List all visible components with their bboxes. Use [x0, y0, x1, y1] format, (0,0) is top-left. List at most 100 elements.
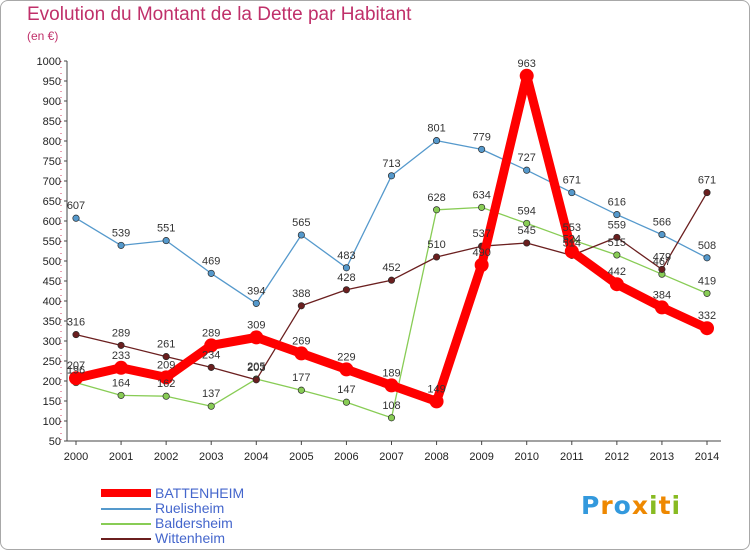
y-tick-label: 1000	[37, 56, 61, 68]
data-label-wittenheim: 234	[202, 349, 220, 361]
data-point-baldersheim	[613, 251, 621, 259]
x-tick-label: 2003	[199, 451, 223, 463]
data-label-wittenheim: 261	[157, 339, 175, 351]
y-tick-label: 200	[43, 376, 61, 388]
unit-label: (en €)	[27, 29, 59, 43]
data-point-wittenheim	[613, 233, 621, 241]
data-label-ruelisheim: 469	[202, 255, 220, 267]
data-label-wittenheim: 671	[698, 175, 716, 187]
data-point-wittenheim	[72, 331, 80, 339]
data-label-battenheim: 229	[337, 351, 355, 363]
data-label-wittenheim: 428	[337, 272, 355, 284]
x-tick-label: 2011	[560, 451, 584, 463]
data-label-baldersheim: 515	[608, 237, 626, 249]
data-point-baldersheim	[703, 289, 711, 297]
data-label-wittenheim: 452	[382, 262, 400, 274]
data-label-wittenheim: 537	[472, 228, 490, 240]
data-label-battenheim: 309	[247, 319, 265, 331]
data-point-baldersheim	[117, 391, 125, 399]
data-point-baldersheim	[387, 414, 396, 422]
data-label-ruelisheim: 671	[563, 175, 581, 187]
legend-label: BATTENHEIM	[155, 485, 245, 501]
data-point-wittenheim	[252, 376, 260, 384]
legend-label: Wittenheim	[155, 530, 226, 546]
legend-swatch	[101, 489, 151, 497]
data-label-battenheim: 209	[157, 359, 175, 371]
chart-title: Evolution du Montant de la Dette par Hab…	[27, 4, 412, 25]
data-point-baldersheim	[523, 219, 531, 227]
data-label-baldersheim: 628	[427, 192, 445, 204]
logo-letter: P	[581, 491, 601, 520]
logo-letter: r	[600, 491, 614, 520]
y-tick-label: 50	[49, 436, 61, 448]
data-label-baldersheim: 205	[247, 361, 265, 373]
data-point-wittenheim	[297, 302, 305, 310]
x-tick-label: 2014	[695, 451, 719, 463]
data-point-ruelisheim	[162, 237, 170, 245]
y-tick-label: 450	[43, 276, 61, 288]
data-label-wittenheim: 545	[518, 225, 536, 237]
data-label-battenheim: 442	[608, 266, 626, 278]
data-point-baldersheim	[297, 386, 305, 394]
data-label-baldersheim: 137	[202, 388, 220, 400]
data-point-ruelisheim	[433, 137, 441, 145]
y-tick-label: 500	[43, 256, 61, 268]
data-point-ruelisheim	[658, 231, 666, 239]
y-tick-label: 650	[43, 196, 61, 208]
data-label-battenheim: 233	[112, 350, 130, 362]
data-point-ruelisheim	[252, 299, 260, 307]
data-point-ruelisheim	[568, 189, 576, 197]
data-label-battenheim: 384	[653, 289, 671, 301]
data-point-baldersheim	[433, 206, 441, 214]
data-label-baldersheim: 553	[563, 222, 581, 234]
y-tick-label: 250	[43, 356, 61, 368]
y-tick-label: 950	[43, 76, 61, 88]
data-point-battenheim	[69, 371, 83, 386]
data-label-battenheim: 289	[202, 327, 220, 339]
y-tick-label: 850	[43, 116, 61, 128]
x-tick-label: 2012	[605, 451, 629, 463]
data-label-ruelisheim: 607	[67, 200, 85, 212]
x-tick-label: 2013	[650, 451, 674, 463]
y-tick-label: 100	[43, 416, 61, 428]
data-point-battenheim	[474, 258, 489, 272]
data-label-baldersheim: 164	[112, 377, 130, 389]
y-tick-label: 750	[43, 156, 61, 168]
data-point-battenheim	[564, 244, 579, 259]
data-label-ruelisheim: 713	[382, 158, 400, 170]
data-label-baldersheim: 108	[382, 400, 400, 412]
data-point-ruelisheim	[297, 231, 305, 239]
data-point-battenheim	[339, 362, 354, 377]
data-point-battenheim	[654, 300, 669, 315]
x-tick-label: 2009	[469, 451, 493, 463]
data-label-baldersheim: 162	[157, 378, 175, 390]
data-point-wittenheim	[117, 341, 125, 349]
y-tick-label: 800	[43, 136, 61, 148]
data-point-wittenheim	[207, 363, 215, 371]
data-label-ruelisheim: 727	[518, 152, 536, 164]
data-label-wittenheim: 514	[563, 237, 581, 249]
data-point-wittenheim	[162, 353, 170, 361]
data-label-wittenheim: 559	[608, 219, 626, 231]
data-point-battenheim	[384, 378, 399, 393]
data-point-battenheim	[519, 68, 534, 83]
data-label-battenheim: 189	[382, 367, 400, 379]
x-tick-label: 2005	[289, 451, 313, 463]
data-label-baldersheim: 147	[337, 384, 355, 396]
y-tick-label: 350	[43, 316, 61, 328]
x-tick-label: 2006	[334, 451, 358, 463]
data-label-ruelisheim: 566	[653, 217, 671, 229]
data-label-battenheim: 332	[698, 310, 716, 322]
data-label-battenheim: 490	[472, 247, 490, 259]
data-point-wittenheim	[658, 265, 666, 273]
logo-letter: x	[631, 491, 649, 520]
x-tick-label: 2007	[379, 451, 403, 463]
data-label-battenheim: 524	[563, 233, 581, 245]
data-point-battenheim	[700, 321, 714, 336]
data-label-ruelisheim: 779	[472, 131, 490, 143]
data-point-ruelisheim	[72, 214, 80, 222]
data-label-ruelisheim: 483	[337, 250, 355, 262]
data-label-wittenheim: 388	[292, 288, 310, 300]
x-tick-label: 2008	[424, 451, 448, 463]
